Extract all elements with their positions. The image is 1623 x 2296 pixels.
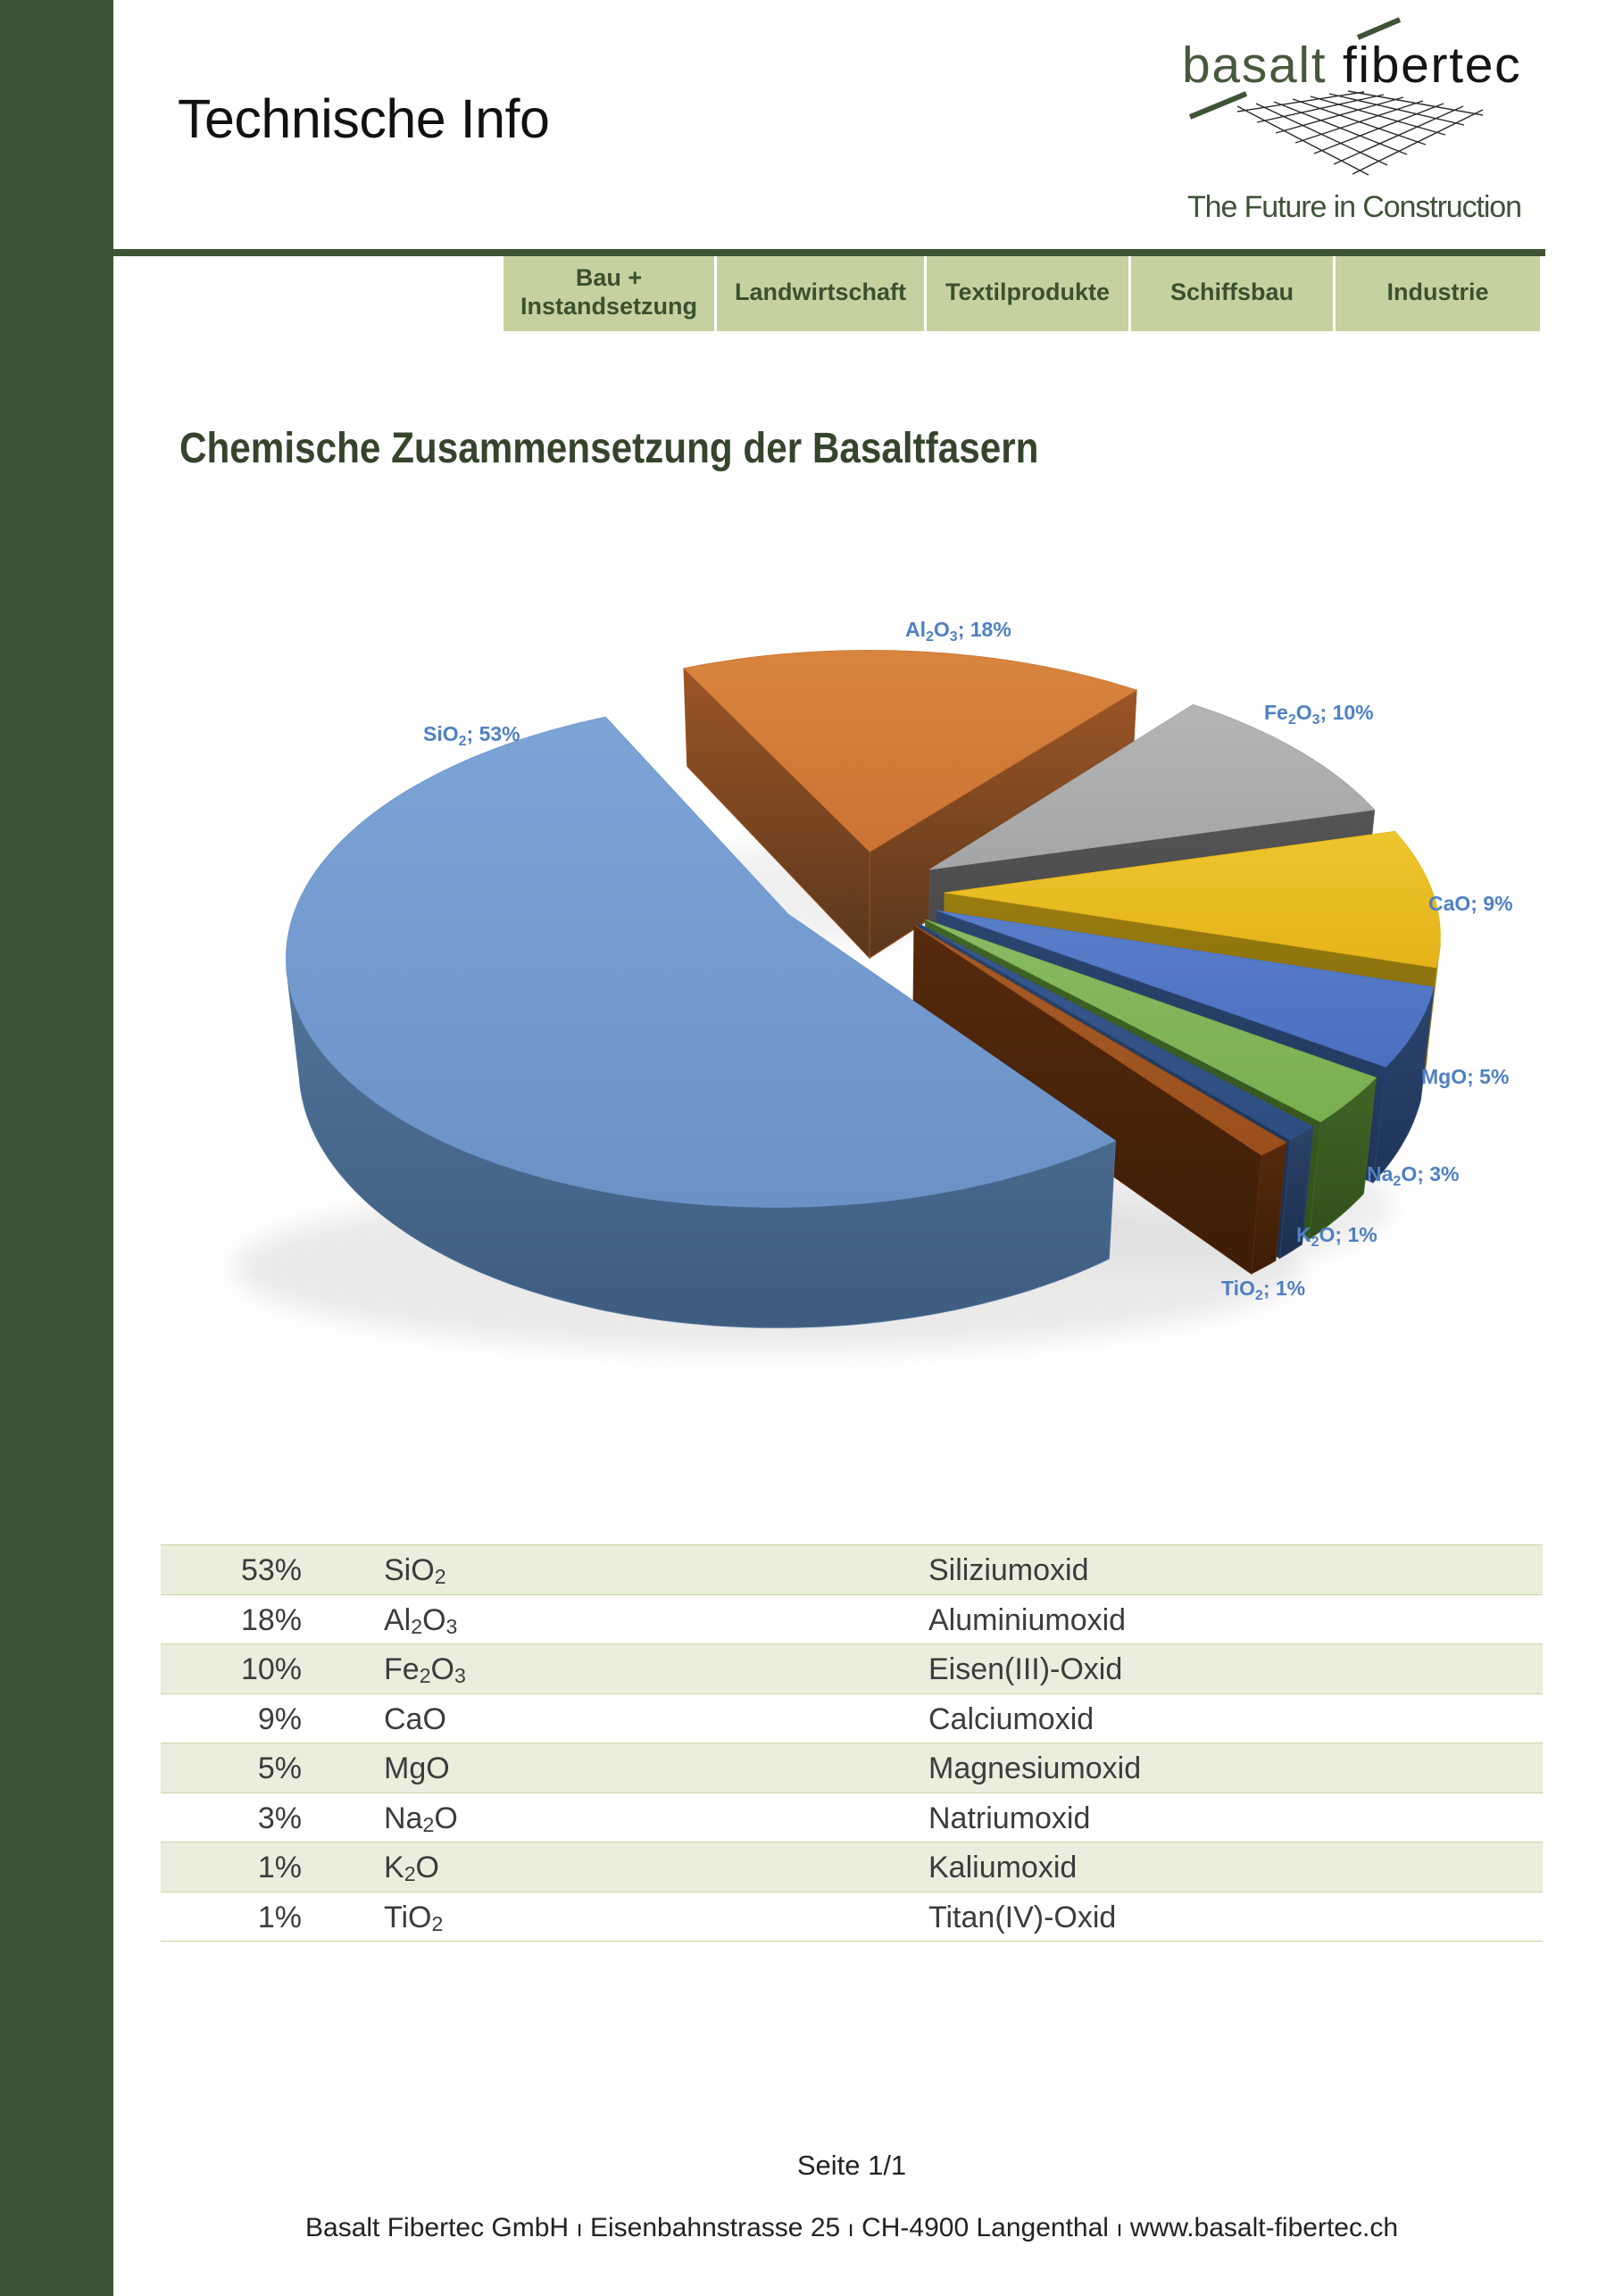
svg-text:TiO2​; 1%: TiO2​; 1% — [1221, 1277, 1305, 1303]
svg-text:Al2​O3​; 18%: Al2​O3​; 18% — [905, 618, 1011, 645]
svg-text:MgO; 5%: MgO; 5% — [1421, 1065, 1509, 1088]
svg-text:SiO2​; 53%: SiO2​; 53% — [423, 722, 520, 749]
svg-text:CaO; 9%: CaO; 9% — [1428, 892, 1513, 915]
svg-text:Na2​O; 3%: Na2​O; 3% — [1367, 1162, 1460, 1189]
svg-text:K2​O; 1%: K2​O; 1% — [1296, 1223, 1377, 1250]
svg-text:Fe2​O3​; 10%: Fe2​O3​; 10% — [1264, 701, 1374, 728]
